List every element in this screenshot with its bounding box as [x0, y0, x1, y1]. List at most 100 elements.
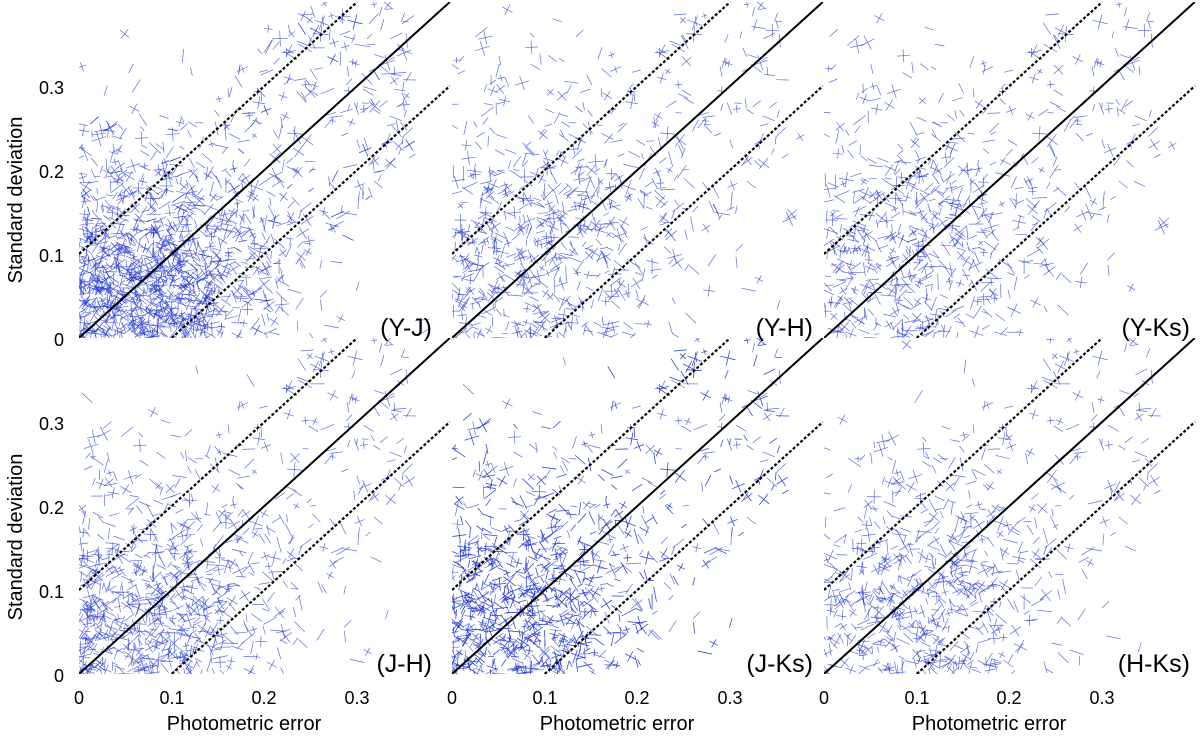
- data-point: [99, 613, 112, 620]
- data-point: [1121, 98, 1128, 111]
- data-point: [881, 178, 895, 187]
- data-point: [613, 269, 630, 271]
- data-point: [207, 228, 221, 230]
- data-point: [169, 552, 181, 555]
- data-point: [168, 321, 172, 332]
- data-point: [91, 130, 93, 138]
- data-point: [103, 609, 115, 617]
- data-point: [100, 611, 106, 625]
- data-point: [86, 664, 92, 674]
- data-point: [1044, 257, 1049, 273]
- data-point: [99, 165, 104, 174]
- data-point: [285, 44, 293, 57]
- data-point: [1133, 180, 1146, 187]
- data-point: [853, 244, 856, 255]
- data-point: [610, 139, 623, 143]
- data-point: [317, 581, 323, 593]
- data-point: [824, 289, 834, 296]
- data-point: [280, 624, 286, 639]
- data-point: [166, 228, 174, 240]
- data-point: [233, 538, 241, 541]
- data-point: [505, 184, 507, 197]
- data-point: [619, 175, 623, 189]
- data-point: [846, 264, 854, 275]
- data-point: [501, 276, 506, 283]
- data-point: [273, 130, 280, 140]
- data-point: [288, 385, 297, 389]
- data-point: [115, 249, 128, 256]
- data-point: [100, 277, 107, 281]
- data-point: [905, 192, 909, 202]
- data-point: [185, 269, 198, 280]
- data-point: [895, 192, 904, 206]
- data-point: [924, 250, 932, 263]
- data-point: [383, 2, 393, 9]
- data-point: [861, 292, 870, 303]
- data-point: [244, 158, 251, 167]
- data-point: [542, 189, 554, 201]
- data-point: [478, 262, 490, 270]
- data-point: [921, 227, 927, 237]
- data-point: [197, 610, 201, 617]
- data-point: [113, 158, 117, 166]
- data-point: [120, 485, 132, 493]
- data-point: [178, 312, 186, 315]
- data-point: [306, 498, 312, 504]
- data-point: [1014, 187, 1023, 190]
- data-point: [914, 297, 921, 306]
- data-point: [192, 308, 204, 311]
- data-point: [132, 79, 141, 93]
- data-point: [458, 287, 461, 300]
- data-point: [571, 316, 573, 330]
- data-point: [133, 641, 137, 649]
- data-point: [1129, 141, 1133, 149]
- data-point: [191, 294, 202, 302]
- data-point: [744, 98, 747, 109]
- data-point: [541, 321, 545, 332]
- data-point: [245, 277, 248, 286]
- data-point: [203, 294, 213, 301]
- data-point: [140, 173, 144, 182]
- data-point: [351, 370, 356, 379]
- data-point: [396, 101, 405, 108]
- data-point: [886, 88, 902, 94]
- data-point: [120, 249, 131, 255]
- data-point: [381, 139, 391, 145]
- data-point: [262, 571, 274, 582]
- data-point: [983, 293, 985, 306]
- data-point: [215, 257, 222, 270]
- data-point: [479, 41, 486, 56]
- data-point: [924, 26, 934, 31]
- data-point: [161, 574, 173, 579]
- data-point: [953, 228, 966, 237]
- data-point: [123, 643, 129, 651]
- data-point: [537, 212, 549, 214]
- data-point: [796, 134, 805, 140]
- data-point: [123, 244, 130, 254]
- data-point: [697, 118, 706, 129]
- data-point: [568, 133, 583, 142]
- data-point: [96, 254, 110, 261]
- data-point: [381, 73, 394, 75]
- data-point: [228, 469, 241, 476]
- data-point: [575, 137, 587, 144]
- data-point: [82, 225, 85, 238]
- data-point: [250, 317, 260, 331]
- data-point: [1134, 115, 1147, 122]
- data-point: [1104, 147, 1117, 154]
- data-point: [969, 55, 975, 68]
- data-point: [170, 544, 180, 551]
- data-point: [843, 296, 852, 306]
- data-point: [390, 409, 403, 413]
- data-point: [143, 554, 151, 558]
- data-point: [187, 288, 195, 294]
- data-point: [628, 83, 634, 90]
- data-point: [457, 203, 464, 209]
- data-point: [297, 358, 306, 371]
- data-point: [908, 228, 919, 237]
- data-point: [113, 257, 122, 262]
- data-point: [266, 190, 276, 197]
- data-point: [477, 328, 482, 338]
- data-point: [124, 649, 133, 660]
- data-point: [112, 143, 116, 154]
